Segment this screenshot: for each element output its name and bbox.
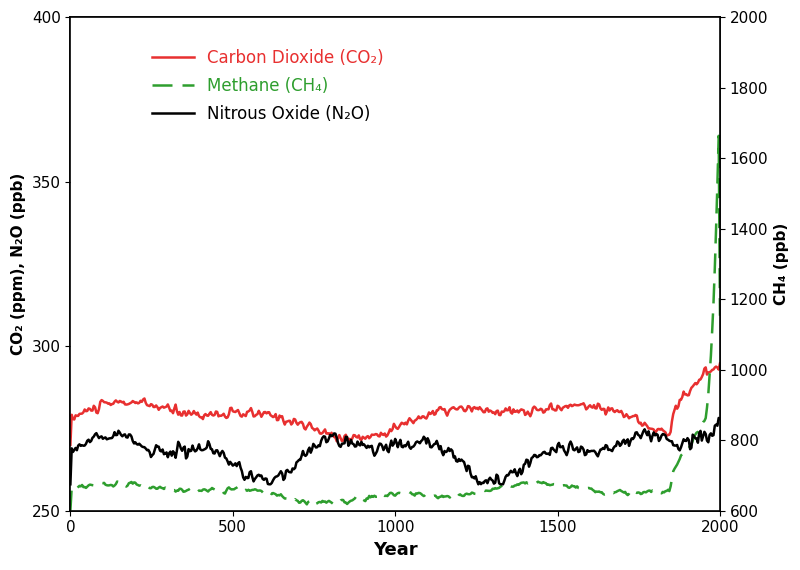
Line: Carbon Dioxide (CO₂): Carbon Dioxide (CO₂) [70, 364, 720, 445]
Y-axis label: CH₄ (ppb): CH₄ (ppb) [774, 223, 789, 305]
Nitrous Oxide (N₂O) [66, 481, 75, 488]
Nitrous Oxide (N₂O) [492, 471, 502, 478]
Methane (CH₄) [715, 312, 725, 319]
Nitrous Oxide (N₂O) [715, 416, 725, 422]
Methane (CH₄) [603, 489, 613, 496]
Carbon Dioxide (CO₂) [484, 408, 494, 415]
Carbon Dioxide (CO₂) [492, 408, 502, 414]
Nitrous Oxide (N₂O) [603, 446, 613, 453]
X-axis label: Year: Year [373, 541, 418, 559]
Methane (CH₄) [66, 507, 75, 514]
Line: Nitrous Oxide (N₂O): Nitrous Oxide (N₂O) [70, 418, 720, 484]
Methane (CH₄) [226, 486, 236, 493]
Carbon Dioxide (CO₂) [226, 404, 236, 411]
Nitrous Oxide (N₂O) [302, 451, 312, 458]
Carbon Dioxide (CO₂) [66, 441, 75, 448]
Carbon Dioxide (CO₂) [715, 360, 725, 367]
Nitrous Oxide (N₂O) [254, 471, 263, 478]
Carbon Dioxide (CO₂) [603, 404, 613, 411]
Methane (CH₄) [714, 132, 723, 139]
Y-axis label: CO₂ (ppm), N₂O (ppb): CO₂ (ppm), N₂O (ppb) [11, 173, 26, 355]
Carbon Dioxide (CO₂) [302, 424, 312, 430]
Nitrous Oxide (N₂O) [226, 460, 236, 467]
Legend: Carbon Dioxide (CO₂), Methane (CH₄), Nitrous Oxide (N₂O): Carbon Dioxide (CO₂), Methane (CH₄), Nit… [144, 40, 392, 131]
Methane (CH₄) [492, 485, 502, 492]
Line: Methane (CH₄): Methane (CH₄) [70, 136, 720, 511]
Nitrous Oxide (N₂O) [484, 476, 494, 483]
Carbon Dioxide (CO₂) [254, 408, 263, 414]
Nitrous Oxide (N₂O) [714, 414, 723, 421]
Methane (CH₄) [484, 487, 494, 494]
Methane (CH₄) [302, 501, 312, 508]
Methane (CH₄) [254, 487, 263, 494]
